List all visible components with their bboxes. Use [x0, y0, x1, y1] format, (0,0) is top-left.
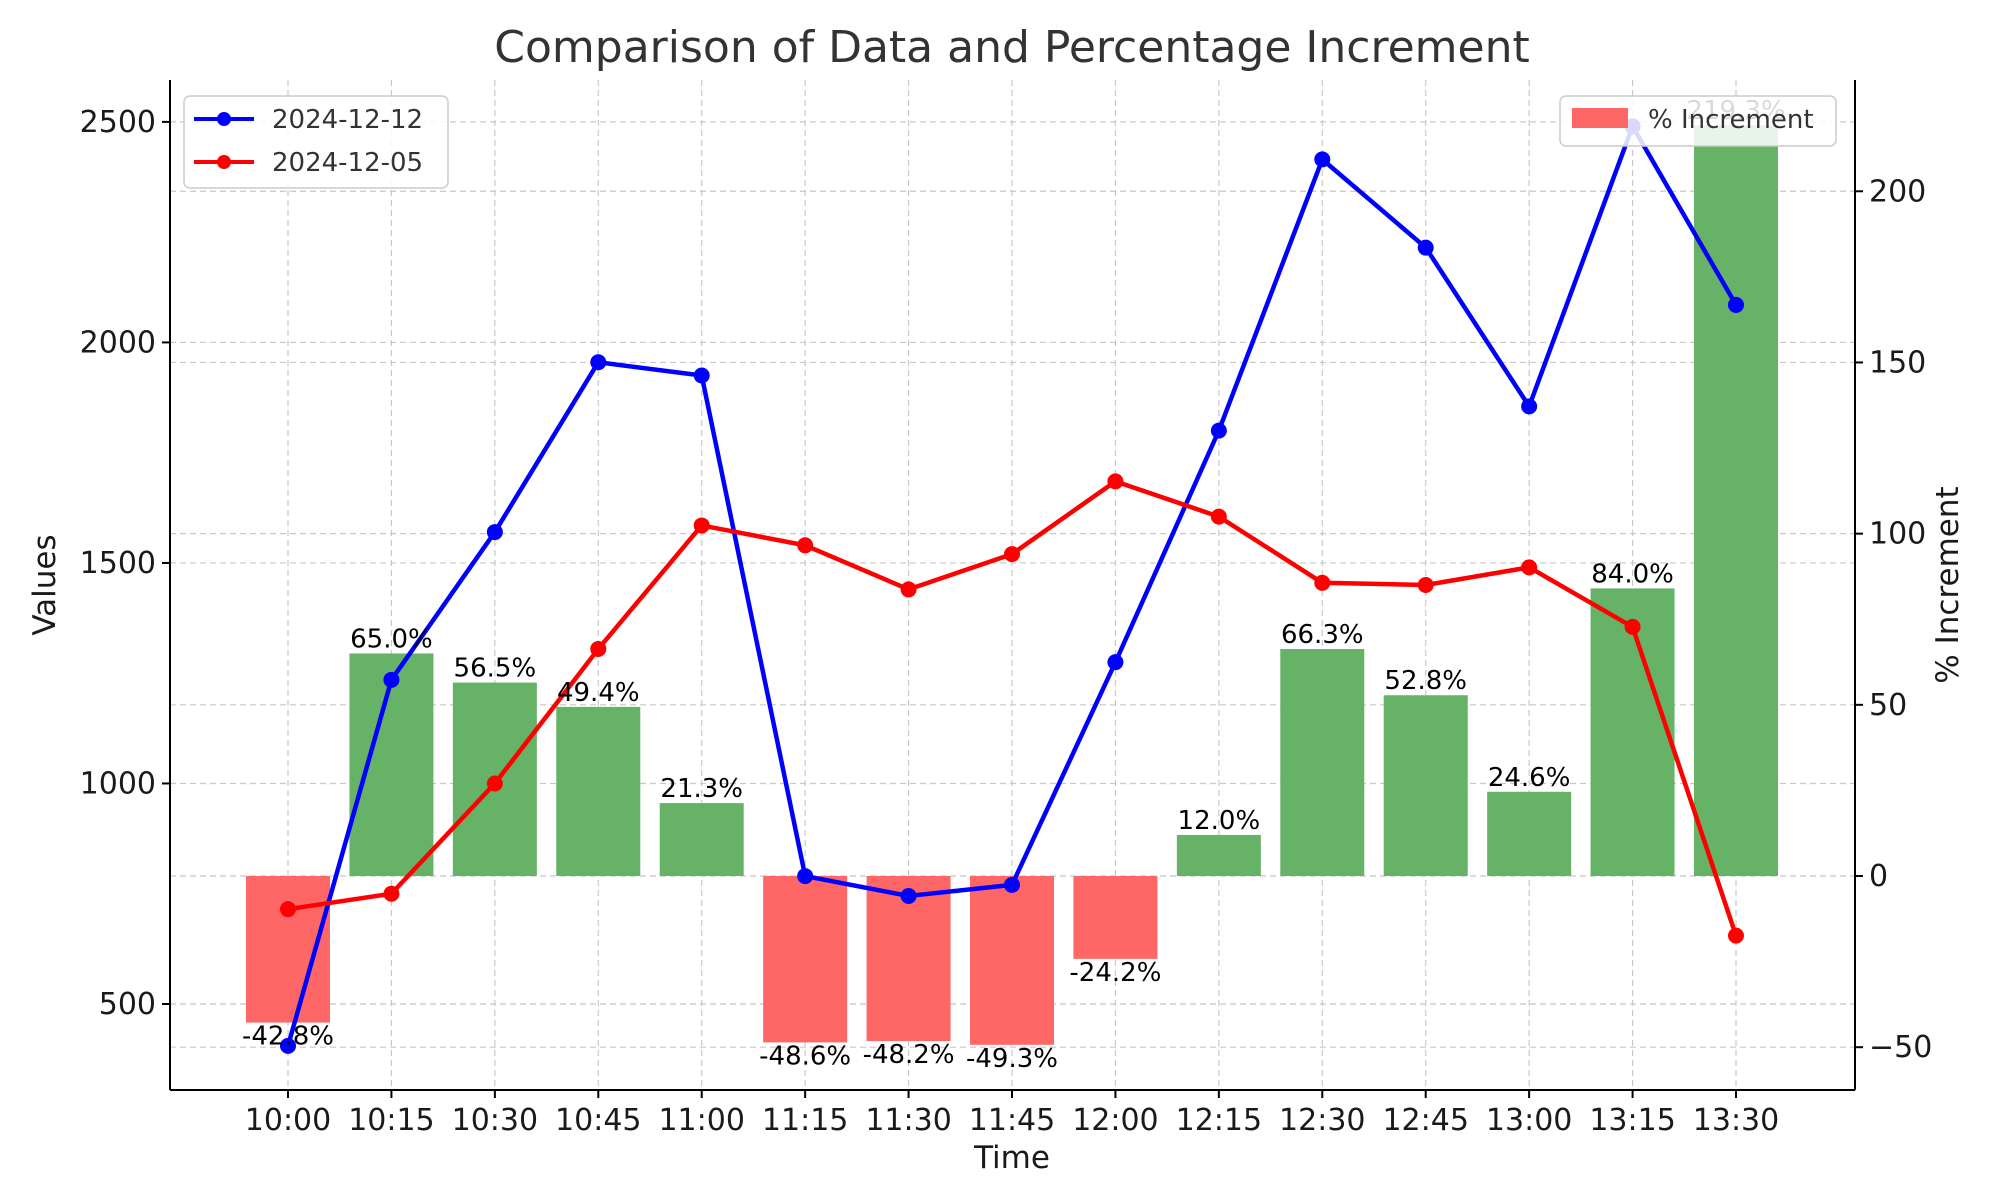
- point-2024-12-12-10-15: [383, 671, 400, 688]
- x-tick-label-10-30: 10:30: [452, 1103, 538, 1138]
- point-2024-12-12-12-30: [1314, 151, 1331, 168]
- point-2024-12-05-12-00: [1107, 473, 1124, 490]
- bar-label-10-45: 49.4%: [557, 678, 640, 708]
- chart-title: Comparison of Data and Percentage Increm…: [494, 22, 1529, 73]
- bar-label-11-30: -48.2%: [863, 1040, 955, 1070]
- point-2024-12-05-11-45: [1004, 546, 1020, 563]
- point-2024-12-12-11-45: [1004, 876, 1020, 893]
- bar-10-15: [349, 653, 434, 877]
- bar-12-45: [1383, 695, 1468, 877]
- bar-label-11-15: -48.6%: [759, 1041, 851, 1071]
- legend-marker-2024-12-12: [217, 112, 231, 126]
- legend-marker-2024-12-05: [217, 155, 231, 169]
- bar-12-15: [1176, 834, 1261, 877]
- legend-label-increment: % Increment: [1648, 105, 1814, 135]
- point-2024-12-12-10-30: [486, 524, 503, 541]
- x-tick-label-11-30: 11:30: [865, 1103, 951, 1138]
- bar-label-13-00: 24.6%: [1488, 763, 1571, 793]
- legend-bars-frame: [1559, 95, 1837, 147]
- point-2024-12-05-11-15: [797, 537, 814, 554]
- point-2024-12-12-13-30: [1728, 296, 1744, 313]
- y-tick-label-1000: 1000: [80, 766, 156, 801]
- bar-label-11-45: -49.3%: [966, 1044, 1058, 1074]
- y2-tick-label-0: 0: [1869, 859, 1888, 894]
- x-tick-label-10-45: 10:45: [555, 1103, 641, 1138]
- point-2024-12-12-12-15: [1210, 422, 1227, 439]
- x-tick-label-13-15: 13:15: [1589, 1103, 1675, 1138]
- point-2024-12-12-11-30: [900, 887, 917, 904]
- x-tick-label-10-00: 10:00: [245, 1103, 331, 1138]
- bar-series: [246, 125, 1778, 1045]
- point-2024-12-05-13-00: [1521, 559, 1538, 576]
- point-2024-12-12-10-00: [280, 1037, 296, 1054]
- x-tick-label-12-00: 12:00: [1072, 1103, 1158, 1138]
- bar-10-45: [556, 706, 641, 877]
- x-tick-label-12-45: 12:45: [1382, 1103, 1468, 1138]
- x-tick-label-11-00: 11:00: [658, 1103, 744, 1138]
- bar-13-15: [1590, 588, 1675, 877]
- bar-13-30: [1694, 125, 1778, 877]
- y2-tick-label-200: 200: [1869, 174, 1926, 209]
- bar-label-10-00: -42.8%: [242, 1022, 334, 1052]
- y-tick-label-1500: 1500: [80, 546, 156, 581]
- y2-tick-label-150: 150: [1869, 345, 1926, 380]
- y2-tick-label-50: −50: [1869, 1030, 1932, 1065]
- point-2024-12-12-11-00: [693, 367, 710, 384]
- point-2024-12-05-10-00: [280, 901, 296, 918]
- point-2024-12-12-12-00: [1107, 654, 1124, 671]
- y2-tick-label-100: 100: [1869, 517, 1926, 552]
- point-2024-12-12-11-15: [797, 868, 814, 885]
- point-2024-12-05-11-30: [900, 581, 917, 598]
- point-2024-12-12-10-45: [590, 354, 607, 371]
- x-tick-label-12-30: 12:30: [1279, 1103, 1365, 1138]
- line-series: [280, 118, 1744, 1054]
- bar-label-12-45: 52.8%: [1384, 666, 1467, 696]
- point-2024-12-12-13-00: [1521, 398, 1538, 415]
- y2-axis-title: % Increment: [1930, 486, 1966, 683]
- bar-12-30: [1280, 649, 1365, 877]
- legend-swatch-increment: [1572, 108, 1628, 128]
- y-tick-label-500: 500: [99, 987, 156, 1022]
- point-2024-12-05-13-30: [1728, 927, 1744, 944]
- x-tick-label-13-30: 13:30: [1693, 1103, 1779, 1138]
- point-2024-12-05-10-45: [590, 640, 607, 657]
- legend-label-2024-12-05: 2024-12-05: [272, 148, 423, 178]
- bar-label-12-15: 12.0%: [1178, 806, 1261, 836]
- ticks: 10:00 10:15 10:30 10:45 11:00 11:15 11:30 11:45…: [80, 105, 1933, 1138]
- bar-label-11-00: 21.3%: [660, 774, 743, 804]
- bar-11-00: [659, 803, 744, 877]
- x-tick-label-13-00: 13:00: [1486, 1103, 1572, 1138]
- legend-bars: % Increment: [1559, 95, 1837, 147]
- legend-label-2024-12-12: 2024-12-12: [272, 105, 423, 135]
- y-tick-label-2000: 2000: [80, 325, 156, 360]
- legend-lines: 2024-12-12 2024-12-05: [183, 95, 449, 189]
- point-2024-12-05-12-45: [1417, 577, 1434, 593]
- bar-12-00: [1073, 876, 1158, 959]
- x-tick-label-10-15: 10:15: [348, 1103, 434, 1138]
- bar-11-45: [970, 876, 1054, 1045]
- x-tick-label-12-15: 12:15: [1176, 1103, 1262, 1138]
- point-2024-12-05-11-00: [693, 517, 710, 534]
- y2-tick-label-50: 50: [1869, 688, 1907, 723]
- x-tick-label-11-45: 11:45: [969, 1103, 1055, 1138]
- bar-label-12-30: 66.3%: [1281, 620, 1364, 650]
- point-2024-12-05-13-15: [1624, 618, 1641, 635]
- bar-label-10-30: 56.5%: [454, 654, 537, 684]
- point-2024-12-05-10-15: [383, 885, 400, 902]
- bar-label-12-00: -24.2%: [1069, 958, 1161, 988]
- point-2024-12-05-12-15: [1210, 508, 1227, 525]
- point-2024-12-12-12-45: [1417, 239, 1434, 256]
- bar-label-13-15: 84.0%: [1591, 559, 1674, 589]
- y-axis-title: Values: [27, 534, 63, 635]
- bar-11-15: [763, 876, 848, 1043]
- x-axis-title: Time: [973, 1140, 1050, 1176]
- x-tick-label-11-15: 11:15: [762, 1103, 848, 1138]
- bar-13-00: [1487, 791, 1572, 877]
- point-2024-12-05-12-30: [1314, 574, 1331, 591]
- point-2024-12-05-10-30: [486, 775, 503, 792]
- bar-label-10-15: 65.0%: [350, 624, 433, 654]
- y-tick-label-2500: 2500: [80, 105, 156, 140]
